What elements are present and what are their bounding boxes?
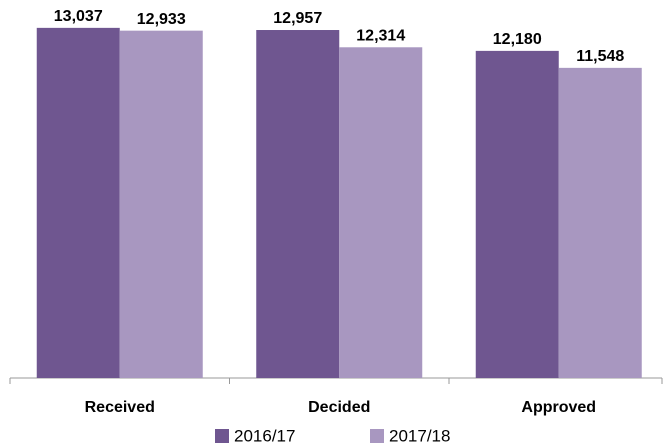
- legend-label: 2017/18: [389, 426, 450, 445]
- value-label: 13,037: [54, 8, 103, 25]
- bar: [475, 50, 559, 378]
- bar: [119, 30, 203, 378]
- x-tick-label: Received: [85, 399, 155, 416]
- value-label: 12,180: [493, 31, 542, 48]
- bar: [339, 47, 423, 379]
- value-label: 12,314: [356, 27, 405, 44]
- bar: [558, 67, 642, 379]
- x-tick-label: Decided: [308, 399, 370, 416]
- bar: [36, 27, 120, 378]
- value-label: 11,548: [576, 48, 624, 65]
- legend-label: 2016/17: [234, 426, 295, 445]
- value-label: 12,933: [137, 11, 186, 28]
- bar: [256, 30, 340, 379]
- legend-swatch: [215, 429, 229, 443]
- legend-swatch: [370, 429, 384, 443]
- x-tick-label: Approved: [521, 399, 596, 416]
- value-label: 12,957: [273, 10, 322, 27]
